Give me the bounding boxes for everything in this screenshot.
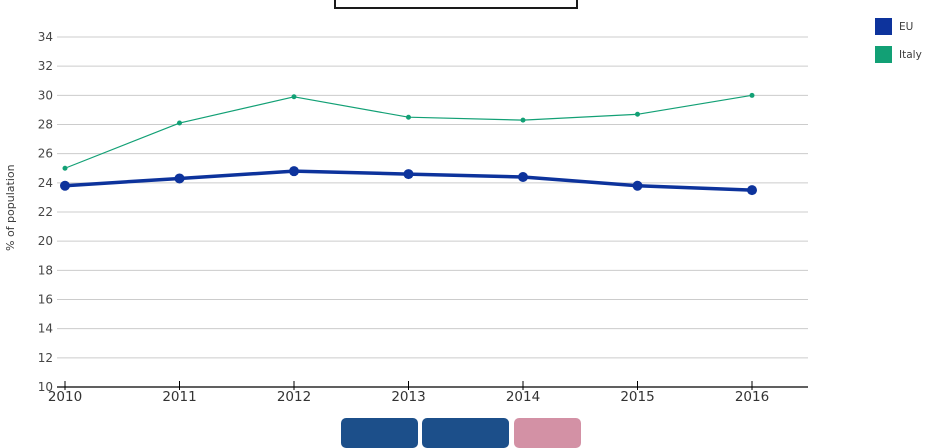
y-tick-label: 32 <box>38 59 53 73</box>
y-tick-label: 12 <box>38 351 53 365</box>
eu-marker-2015 <box>632 180 643 191</box>
footer-button-2[interactable] <box>422 418 509 448</box>
italy-marker-2010 <box>62 165 68 171</box>
y-tick-label: 26 <box>38 147 53 161</box>
y-tick-label: 14 <box>38 322 53 336</box>
legend-item-italy[interactable]: Italy <box>875 46 922 63</box>
italy-marker-2011 <box>177 120 182 126</box>
legend: EU Italy <box>875 18 922 63</box>
x-tick-label: 2013 <box>391 389 425 405</box>
y-tick-label: 18 <box>38 263 53 277</box>
x-tick-label: 2011 <box>162 389 196 405</box>
italy-marker-2014 <box>520 117 526 123</box>
eu-marker-2014 <box>518 172 528 182</box>
eu-legend-swatch <box>875 18 892 35</box>
eu-marker-2012 <box>289 166 299 177</box>
y-tick-label: 10 <box>38 380 53 394</box>
y-tick-label: 24 <box>38 176 53 190</box>
line-chart: 10 12 14 16 18 20 22 24 26 28 30 32 34 2010 2011 2012 20… <box>38 30 808 405</box>
italy-marker-2012 <box>291 94 297 100</box>
y-tick-label: 30 <box>38 88 53 102</box>
x-tick-label: 2014 <box>506 389 540 405</box>
y-tick-label: 20 <box>38 234 53 248</box>
y-tick-label: 16 <box>38 293 53 307</box>
italy-marker-2013 <box>406 114 411 120</box>
eu-marker-2016 <box>747 185 757 196</box>
x-tick-label: 2010 <box>48 389 82 405</box>
x-tick-label: 2016 <box>735 389 769 405</box>
italy-marker-2016 <box>749 92 755 98</box>
italy-legend-swatch <box>875 46 892 63</box>
italy-marker-2015 <box>635 111 640 117</box>
chart-title-box <box>334 0 578 9</box>
eu-marker-2013 <box>403 169 414 180</box>
y-tick-label: 22 <box>38 205 53 219</box>
italy-legend-label: Italy <box>899 48 922 61</box>
footer-button-1[interactable] <box>341 418 418 448</box>
eu-marker-2011 <box>174 173 185 184</box>
italy-line <box>64 94 753 169</box>
x-tick-label: 2012 <box>277 389 311 405</box>
footer-button-3[interactable] <box>514 418 581 448</box>
eu-legend-label: EU <box>899 20 914 33</box>
y-tick-label: 28 <box>38 118 53 132</box>
eu-marker-2010 <box>60 180 70 191</box>
x-tick-label: 2015 <box>620 389 654 405</box>
y-tick-label: 34 <box>38 30 53 44</box>
legend-item-eu[interactable]: EU <box>875 18 922 35</box>
